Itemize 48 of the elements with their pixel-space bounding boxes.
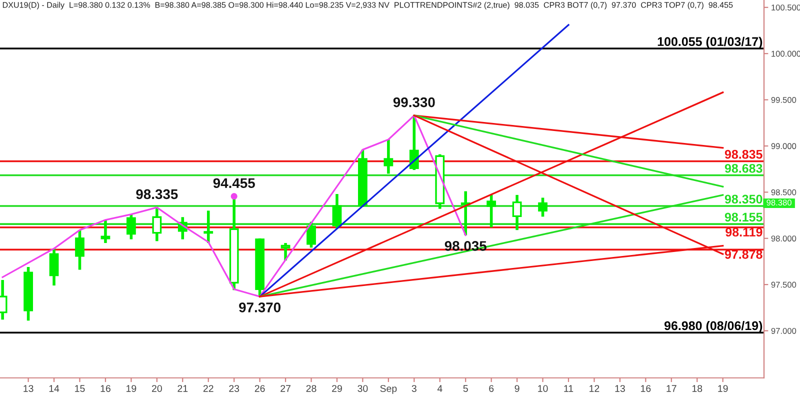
x-tick-label: 21 bbox=[178, 385, 188, 392]
x-tick-label: 3 bbox=[412, 385, 416, 392]
annotation: 99.330 bbox=[393, 97, 435, 108]
x-tick-label: 11 bbox=[564, 385, 574, 392]
x-tick-label: 17 bbox=[666, 385, 676, 392]
x-tick-label: Sep bbox=[380, 385, 397, 394]
annotation: 97.370 bbox=[239, 302, 280, 312]
x-tick-label: 19 bbox=[718, 385, 728, 392]
x-tick-label: 30 bbox=[358, 385, 368, 392]
annotation: 98.335 bbox=[136, 189, 178, 200]
y-tick-label: 98.500 bbox=[771, 189, 796, 196]
ref-line-label: 98.119 bbox=[726, 228, 762, 237]
x-tick-label: 27 bbox=[280, 385, 290, 392]
text: 98.380 bbox=[766, 200, 792, 206]
x-tick-label: 19 bbox=[126, 385, 136, 392]
x-tick-label: 13 bbox=[24, 385, 34, 392]
x-tick-label: 13 bbox=[615, 385, 625, 392]
x-tick-label: 23 bbox=[229, 385, 240, 392]
x-tick-label: 14 bbox=[49, 385, 60, 392]
annotation: 94.455 bbox=[213, 178, 255, 188]
y-tick-label: 99.500 bbox=[771, 96, 796, 103]
ref-line-label: 98.835 bbox=[724, 150, 762, 159]
annotation: 98.035 bbox=[444, 241, 486, 251]
x-tick-label: 16 bbox=[100, 385, 110, 392]
x-tick-label: 15 bbox=[75, 385, 85, 392]
y-tick-label: 99.000 bbox=[771, 143, 796, 150]
x-tick-label: 5 bbox=[463, 385, 468, 392]
x-tick-label: 12 bbox=[590, 385, 600, 392]
chart-title: DXU19(D) - Daily L=98.380 0.132 0.13% B=98.380 A=98.385 O=98.300 Hi=98.440 Lo=98.235 V=2,933 NV PLOTTRENDPOINTS#2 (2,true) 98.035 CPR3 BOT7 (0,7) 97.370 CPR3 TOP7 (0,7) 98.455 bbox=[2, 2, 733, 10]
y-tick-label: 98.000 bbox=[771, 236, 796, 242]
ref-line-label: 98.350 bbox=[724, 194, 762, 204]
x-tick-label: 6 bbox=[489, 385, 494, 392]
x-tick-label: 10 bbox=[538, 385, 548, 392]
x-tick-label: 22 bbox=[203, 385, 214, 392]
ref-line-label: 96.980 (08/06/19) bbox=[664, 320, 762, 333]
ref-line-label: 100.055 (01/03/17) bbox=[658, 36, 762, 49]
x-tick-label: 20 bbox=[152, 385, 162, 392]
x-tick-label: 4 bbox=[437, 385, 442, 392]
x-tick-label: 9 bbox=[514, 385, 520, 392]
x-tick-label: 16 bbox=[641, 385, 651, 392]
x-tick-label: 26 bbox=[254, 385, 265, 392]
x-tick-label: 18 bbox=[692, 385, 702, 392]
y-tick-label: 97.000 bbox=[771, 328, 796, 334]
x-tick-label: 29 bbox=[332, 385, 342, 392]
ref-line-label: 98.155 bbox=[724, 212, 762, 222]
y-tick-label: 97.500 bbox=[771, 282, 796, 288]
x-tick-label: 28 bbox=[306, 385, 316, 392]
ref-line-label: 98.683 bbox=[724, 164, 762, 173]
